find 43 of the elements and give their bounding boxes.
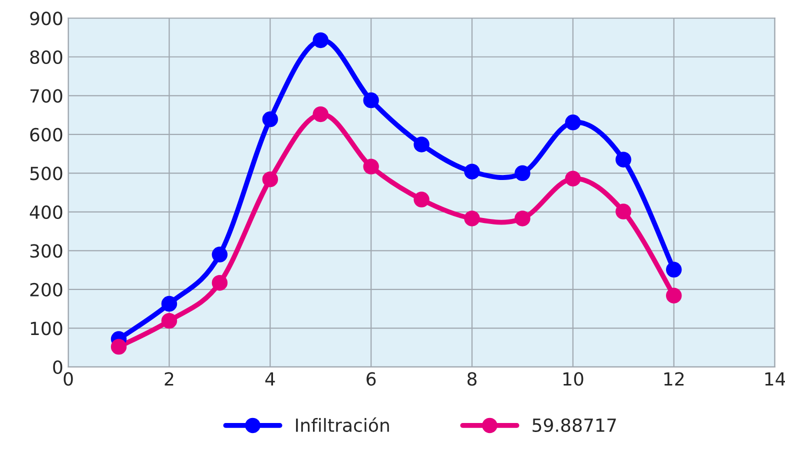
point <box>262 171 278 188</box>
point <box>312 32 328 48</box>
point <box>262 111 278 128</box>
y-tick-label: 700 <box>30 89 62 103</box>
y-tick-label: 100 <box>30 322 62 336</box>
point <box>616 204 632 220</box>
point <box>363 158 379 174</box>
y-tick-label: 400 <box>30 205 62 220</box>
y-tick-label: 800 <box>30 50 62 64</box>
point <box>212 274 228 291</box>
point <box>464 210 480 226</box>
point <box>363 92 379 108</box>
x-tick-label: 0 <box>64 372 73 386</box>
x-tick-label: 8 <box>467 372 477 386</box>
point <box>565 114 581 130</box>
point <box>514 210 530 226</box>
point <box>514 165 530 182</box>
point <box>110 338 127 355</box>
legend-label: 59.88717 <box>532 418 616 432</box>
y-tick-label: 600 <box>30 128 62 142</box>
point <box>212 246 228 262</box>
point <box>464 164 480 180</box>
point <box>565 170 581 186</box>
y-tick-label: 0 <box>53 360 62 374</box>
point <box>312 106 328 122</box>
x-tick-label: 6 <box>366 372 376 386</box>
y-tick-label: 500 <box>30 166 62 180</box>
point <box>666 262 682 278</box>
point <box>666 288 682 304</box>
point <box>161 296 178 312</box>
point <box>161 312 178 329</box>
legend-label: Infiltración <box>296 417 389 432</box>
y-tick-label: 200 <box>30 282 62 297</box>
x-tick-label: 4 <box>265 372 275 386</box>
point <box>414 192 430 208</box>
x-tick-label: 14 <box>765 372 785 386</box>
y-tick-label: 300 <box>30 244 62 258</box>
x-tick-label: 2 <box>164 372 174 386</box>
point <box>414 136 430 152</box>
point <box>616 152 632 168</box>
x-tick-label: 12 <box>664 372 684 386</box>
y-tick-label: 900 <box>30 12 62 26</box>
x-tick-label: 10 <box>563 372 584 386</box>
